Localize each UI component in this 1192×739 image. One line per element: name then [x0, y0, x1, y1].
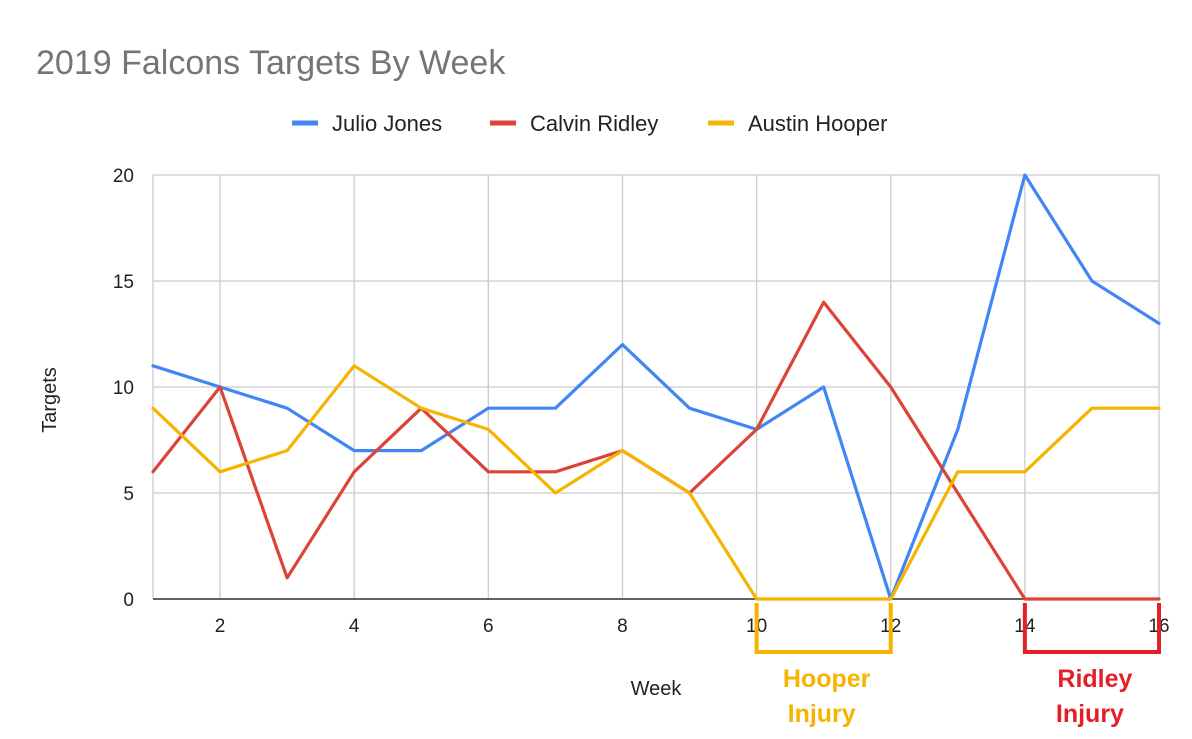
y-tick-label: 0	[123, 590, 134, 611]
y-tick-label: 10	[113, 378, 134, 399]
y-tick-label: 15	[113, 272, 134, 293]
annotations: Hooper Injury Ridley Injury	[754, 603, 1161, 728]
annotation-label: Hooper	[783, 665, 871, 693]
y-axis-title: Targets	[39, 367, 61, 433]
x-axis-title: Week	[631, 678, 683, 700]
series-line	[151, 173, 1161, 601]
legend: Julio Jones Calvin Ridley Austin Hooper	[292, 111, 887, 136]
legend-label: Julio Jones	[332, 111, 442, 136]
annotation-label: Injury	[788, 700, 856, 728]
series-group	[151, 173, 1161, 601]
legend-label: Calvin Ridley	[530, 111, 658, 136]
legend-label: Austin Hooper	[748, 111, 887, 136]
x-tick-label: 4	[349, 616, 360, 637]
series-line	[151, 300, 1161, 601]
annotation-bracket	[754, 603, 893, 654]
annotation-label: Injury	[1056, 700, 1124, 728]
y-tick-label: 5	[123, 484, 134, 505]
x-tick-label: 2	[215, 616, 226, 637]
annotation-label: Ridley	[1057, 665, 1132, 693]
annotation-bracket	[1022, 603, 1161, 654]
grid	[152, 174, 1160, 600]
series-line	[151, 364, 1161, 601]
x-tick-label: 8	[617, 616, 628, 637]
chart-title: 2019 Falcons Targets By Week	[36, 44, 506, 82]
x-tick-label: 6	[483, 616, 494, 637]
y-tick-label: 20	[113, 166, 134, 187]
